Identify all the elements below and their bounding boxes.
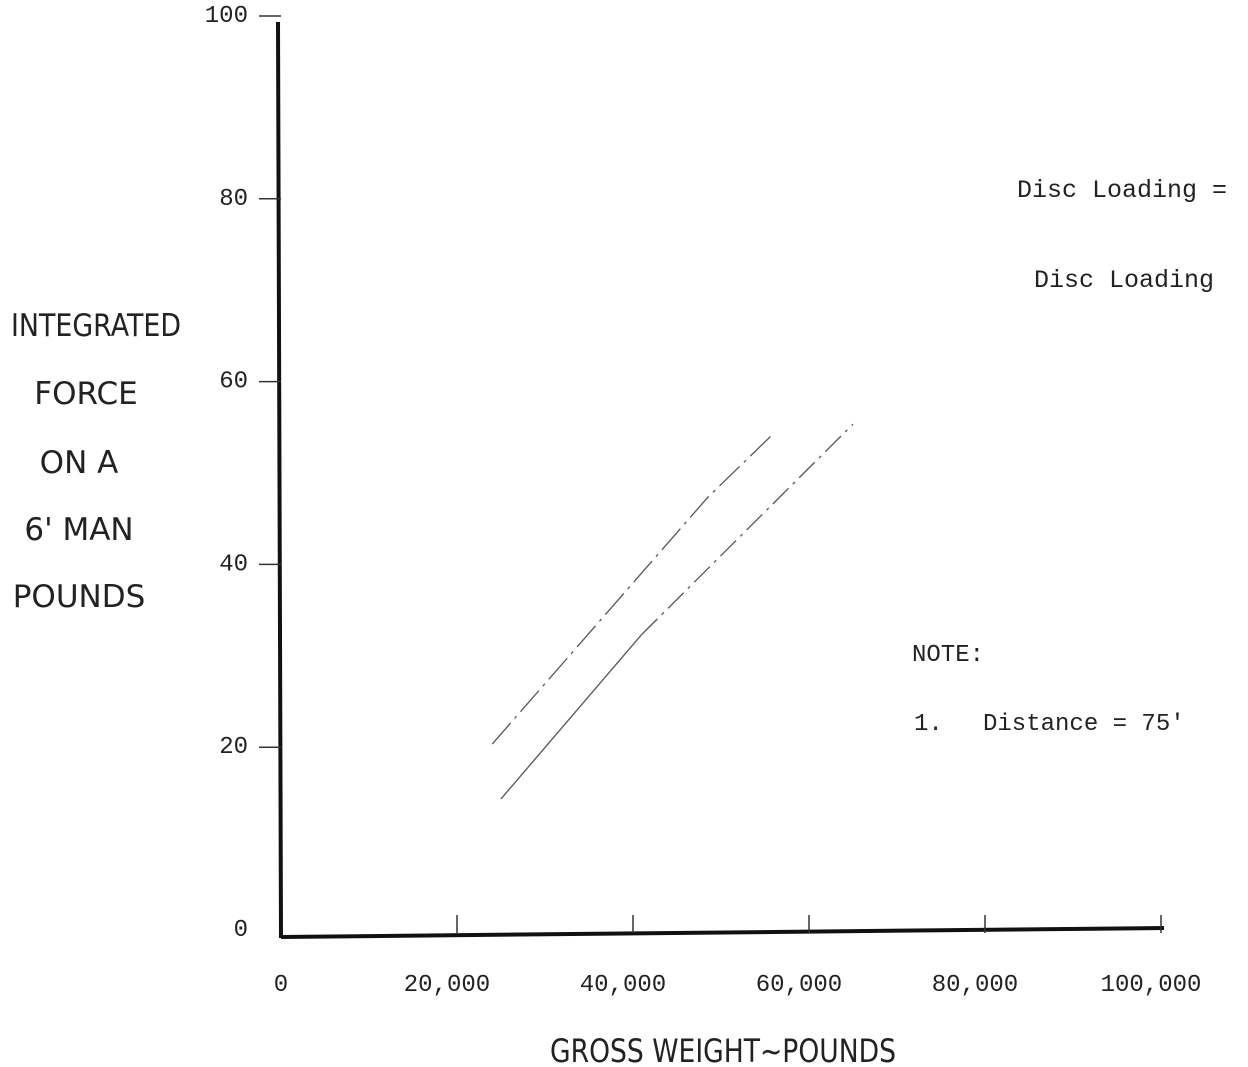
y-axis-label-line-3: ON A	[40, 445, 119, 481]
x-tick-label: 20,000	[404, 972, 490, 999]
series-line	[492, 433, 774, 744]
x-tick-label: 60,000	[756, 972, 842, 999]
y-axis-label-line-4: 6' MAN	[24, 512, 133, 548]
x-tick-label: 40,000	[580, 972, 666, 999]
series-2	[501, 424, 853, 799]
x-axis-line	[281, 928, 1164, 937]
axes	[278, 22, 1164, 938]
y-tick-label: 80	[219, 186, 248, 213]
y-tick-label: 100	[205, 3, 248, 30]
y-axis-label: INTEGRATED FORCE ON A 6' MAN POUNDS	[11, 308, 181, 615]
note-item-number: 1.	[914, 711, 943, 738]
y-axis-line	[278, 22, 281, 938]
y-axis-label-line-2: FORCE	[34, 376, 137, 412]
y-tick-label: 20	[219, 734, 248, 761]
legend-label-2: Disc Loading	[1034, 266, 1214, 295]
x-axis-label: GROSS WEIGHT~POUNDS	[550, 1032, 896, 1067]
x-tick-label: 0	[274, 972, 288, 999]
x-tick-label: 80,000	[932, 972, 1018, 999]
note-item-text: Distance = 75'	[983, 711, 1185, 738]
series-layer	[492, 424, 853, 799]
series-line-solid	[501, 634, 642, 799]
y-tick-label: 0	[234, 917, 248, 944]
series-1	[492, 433, 774, 744]
note-heading: NOTE:	[912, 642, 984, 669]
y-tick-label: 40	[219, 551, 248, 578]
y-axis-label-line-1: INTEGRATED	[11, 308, 181, 344]
series-line-dashed	[642, 424, 853, 634]
x-tick-label: 100,000	[1101, 972, 1202, 999]
y-axis-ticks: 0 20 40 60 80 100	[205, 3, 281, 944]
legend-label-1: Disc Loading =	[1017, 176, 1227, 205]
note-box: NOTE: 1. Distance = 75'	[912, 642, 1185, 738]
y-tick-label: 60	[219, 369, 248, 396]
y-axis-label-line-5: POUNDS	[13, 579, 146, 615]
